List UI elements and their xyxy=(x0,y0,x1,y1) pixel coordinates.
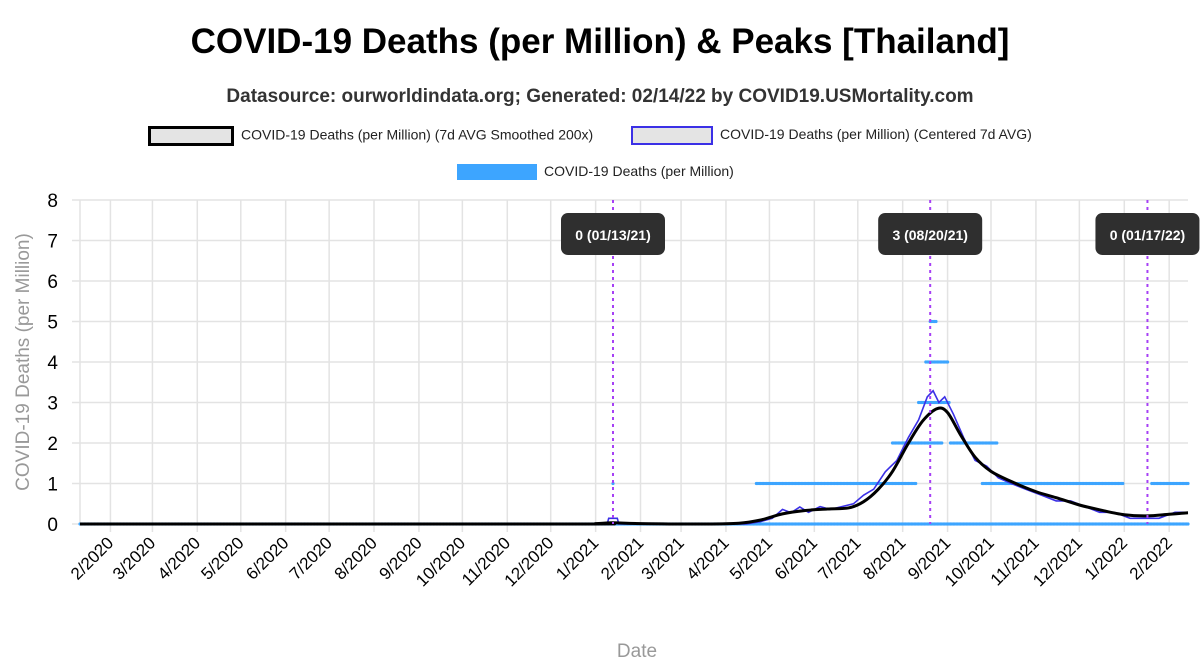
daily-point xyxy=(934,319,938,324)
x-tick-label: 7/2020 xyxy=(286,533,336,583)
x-tick-label: 5/2020 xyxy=(197,533,247,583)
x-tick-label: 8/2020 xyxy=(331,533,381,583)
x-tick-label: 3/2021 xyxy=(638,533,688,583)
y-tick-label: 2 xyxy=(47,434,58,455)
legend-label-daily: COVID-19 Deaths (per Million) xyxy=(544,163,734,179)
y-tick-label: 0 xyxy=(47,515,58,536)
x-tick-label: 7/2021 xyxy=(814,533,864,583)
x-tick-label: 6/2020 xyxy=(242,533,292,583)
peak-markers: 0 (01/13/21) 3 (08/20/21) 0 (01/17/22) xyxy=(560,200,1200,524)
legend-item-smoothed[interactable]: COVID-19 Deaths (per Million) (7d AVG Sm… xyxy=(148,126,593,146)
peak-label-box xyxy=(878,213,983,255)
y-axis-title: COVID-19 Deaths (per Million) xyxy=(13,233,34,491)
legend-item-centered[interactable]: COVID-19 Deaths (per Million) (Centered … xyxy=(631,126,1032,145)
peak-label: 0 (01/17/22) xyxy=(1110,227,1186,243)
x-axis-title: Date xyxy=(617,641,657,662)
peak-label-box xyxy=(560,213,665,255)
y-tick-label: 5 xyxy=(47,313,58,334)
daily-point xyxy=(945,360,950,364)
peak-label: 3 (08/20/21) xyxy=(892,227,968,243)
peak-label: 0 (01/13/21) xyxy=(575,227,651,243)
legend-label-centered: COVID-19 Deaths (per Million) (Centered … xyxy=(720,126,1032,143)
lines xyxy=(79,389,1189,526)
x-tick-label: 3/2020 xyxy=(109,533,159,583)
daily-point xyxy=(995,441,999,445)
daily-point xyxy=(1121,481,1125,486)
x-tick-label: 2/2022 xyxy=(1126,533,1176,583)
x-tick-label: 6/2021 xyxy=(771,533,821,583)
y-tick-label: 8 xyxy=(47,191,58,212)
legend-swatch-smoothed xyxy=(148,126,234,146)
x-tick-label: 4/2021 xyxy=(683,533,733,583)
daily-point xyxy=(1186,481,1190,486)
y-tick-label: 1 xyxy=(47,475,58,496)
x-tick-label: 1/2021 xyxy=(552,533,602,583)
chart-subtitle: Datasource: ourworldindata.org; Generate… xyxy=(226,86,974,107)
smoothed-7d-avg-line xyxy=(79,406,1189,526)
daily-deaths-series xyxy=(78,319,1190,526)
y-tick-label: 7 xyxy=(47,232,58,253)
x-tick-label: 2/2021 xyxy=(597,533,647,583)
x-tick-label: 5/2021 xyxy=(726,533,776,583)
chart-title: COVID-19 Deaths (per Million) & Peaks [T… xyxy=(190,22,1010,61)
y-tick-label: 6 xyxy=(47,272,58,293)
peak-label-box xyxy=(1095,213,1200,255)
daily-point xyxy=(1186,522,1190,526)
x-tick-label: 2/2020 xyxy=(67,533,117,583)
legend-swatch-daily xyxy=(457,164,537,181)
legend-label-smoothed: COVID-19 Deaths (per Million) (7d AVG Sm… xyxy=(241,126,594,143)
centered-7d-avg-line xyxy=(80,389,1188,525)
daily-point xyxy=(940,441,944,445)
y-tick-label: 3 xyxy=(47,394,58,415)
x-tick-label: 8/2021 xyxy=(859,533,909,583)
x-tick-label: 1/2022 xyxy=(1081,533,1131,583)
y-tick-label: 4 xyxy=(47,353,58,374)
x-tick-label: 4/2020 xyxy=(154,533,204,583)
legend-swatch-centered xyxy=(631,126,713,145)
legend-item-daily[interactable]: COVID-19 Deaths (per Million) xyxy=(457,163,734,181)
daily-point xyxy=(914,481,918,486)
